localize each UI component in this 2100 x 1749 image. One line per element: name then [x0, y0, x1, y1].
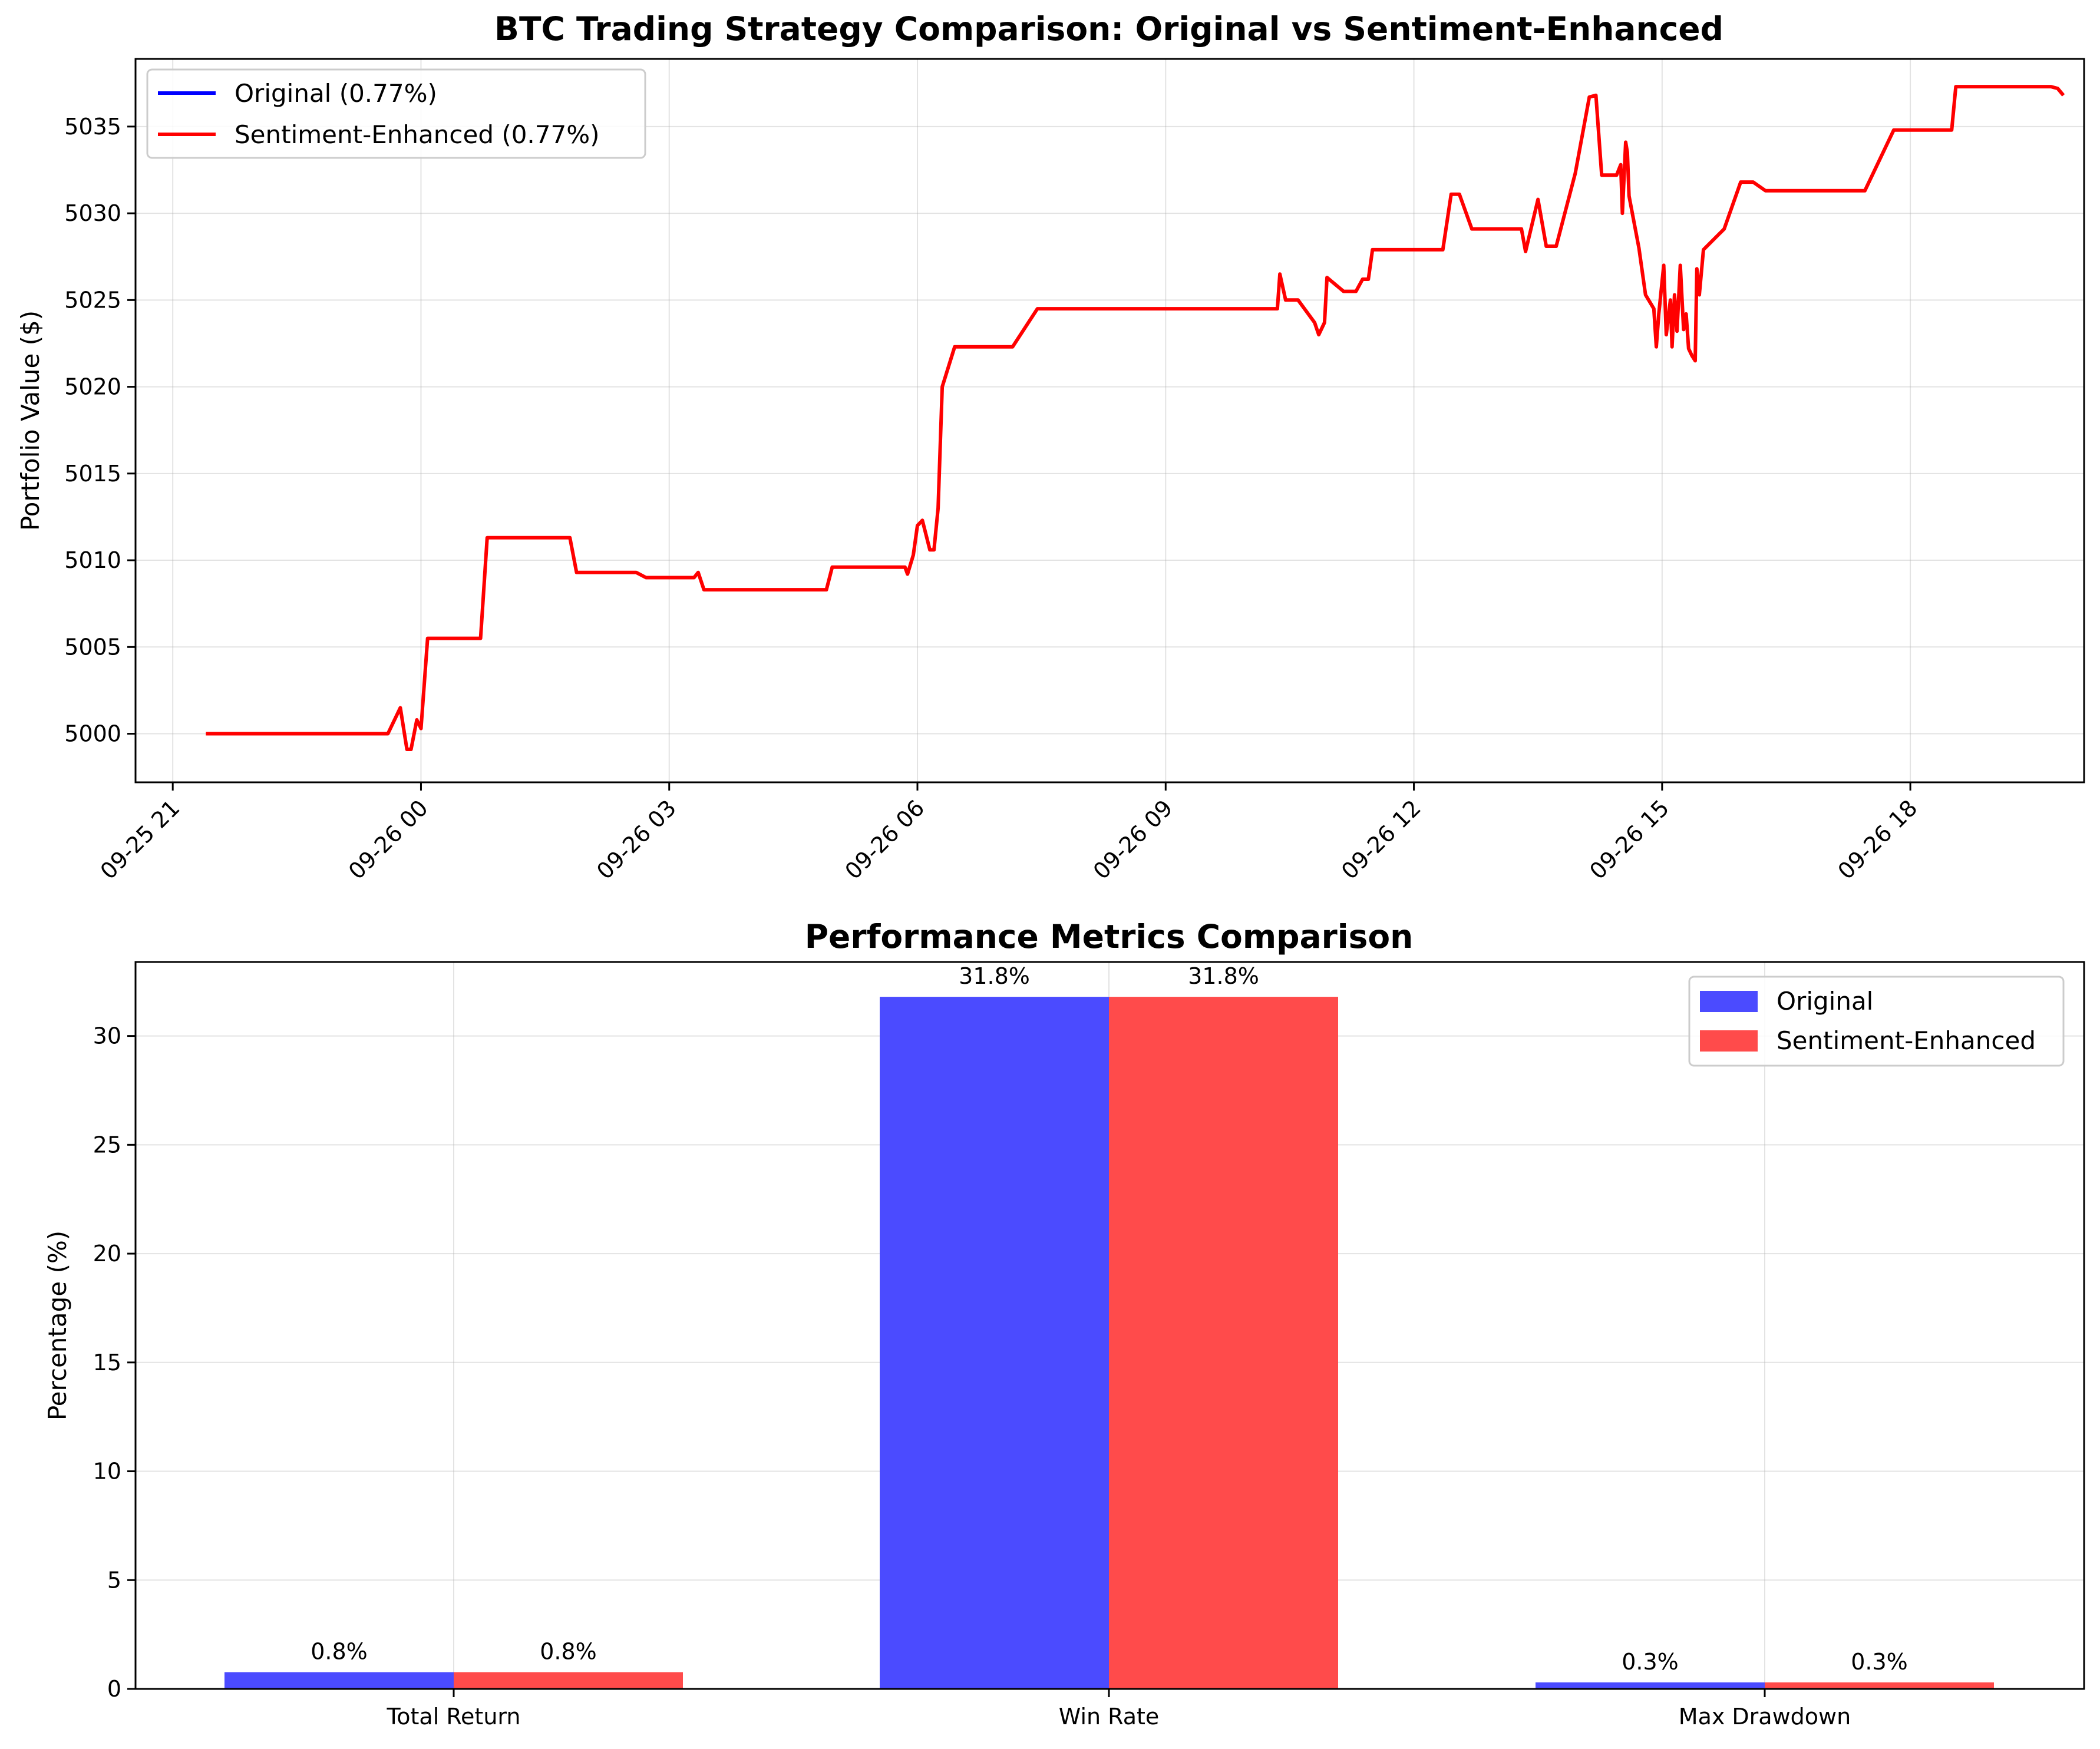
line-chart-title: BTC Trading Strategy Comparison: Origina…	[494, 10, 1723, 48]
bar-original	[880, 997, 1109, 1689]
line-chart-plot-area	[206, 85, 2065, 751]
bar-chart-y-axis-label: Percentage (%)	[43, 1231, 72, 1420]
x-tick-label: Win Rate	[1059, 1704, 1160, 1730]
line-chart-y-axis: 5000 5005 5010 5015 5020 5025 5030 5035	[64, 114, 136, 747]
y-tick-label: 5	[107, 1567, 121, 1593]
x-tick-label: Max Drawdown	[1679, 1704, 1851, 1730]
bar-value-label: 31.8%	[959, 963, 1030, 989]
line-chart-y-axis-label: Portfolio Value ($)	[16, 310, 45, 531]
bar-value-label: 0.8%	[540, 1639, 597, 1665]
bar-chart-plot-area: 0.8% 31.8% 0.3% 0.8% 31.8% 0.3%	[224, 963, 1994, 1689]
bar-chart-legend-box	[1688, 976, 2065, 1067]
line-chart-grid	[136, 59, 2084, 782]
bar-chart-x-axis: Total Return Win Rate Max Drawdown	[387, 1689, 1851, 1730]
y-tick-label: 0	[107, 1676, 121, 1702]
bar-original	[224, 1672, 454, 1689]
legend-label-sentiment-enhanced: Sentiment-Enhanced	[1777, 1026, 2036, 1055]
legend-label-original: Original (0.77%)	[235, 79, 437, 108]
bar-sentiment-enhanced	[1109, 997, 1338, 1689]
legend-label-original: Original	[1777, 987, 1873, 1016]
bar-value-label: 0.3%	[1851, 1649, 1908, 1675]
bar-sentiment-enhanced	[454, 1672, 683, 1689]
y-tick-label: 5015	[64, 461, 121, 487]
y-tick-label: 20	[93, 1241, 121, 1267]
x-tick-label: Total Return	[387, 1704, 521, 1730]
bar-original	[1536, 1682, 1765, 1689]
legend-swatch-original	[1700, 991, 1758, 1012]
legend-label-sentiment-enhanced: Sentiment-Enhanced (0.77%)	[235, 120, 600, 149]
y-tick-label: 5000	[64, 721, 121, 747]
y-tick-label: 30	[93, 1023, 121, 1049]
bar-value-label: 0.3%	[1622, 1649, 1679, 1675]
bar-sentiment-enhanced	[1765, 1682, 1994, 1689]
bar-value-label: 31.8%	[1188, 963, 1259, 989]
y-tick-label: 15	[93, 1350, 121, 1376]
y-tick-label: 5035	[64, 114, 121, 140]
bar-chart: Performance Metrics Comparison 0.8% 31.8%…	[43, 918, 2085, 1730]
y-tick-label: 5025	[64, 287, 121, 313]
line-chart-legend: Original (0.77%) Sentiment-Enhanced (0.7…	[146, 68, 646, 159]
legend-swatch-sentiment-enhanced	[1700, 1030, 1758, 1052]
bar-chart-legend: Original Sentiment-Enhanced	[1688, 976, 2065, 1067]
series-line-sentiment-enhanced	[206, 85, 2065, 751]
bar-chart-title: Performance Metrics Comparison	[805, 918, 1414, 955]
y-tick-label: 5030	[64, 200, 121, 226]
y-tick-label: 5005	[64, 634, 121, 660]
line-chart-frame	[134, 58, 2085, 783]
bar-chart-y-axis: 0 5 10 15 20 25 30	[93, 1023, 136, 1702]
bar-value-label: 0.8%	[311, 1639, 368, 1665]
y-tick-label: 10	[93, 1459, 121, 1484]
y-tick-label: 5010	[64, 547, 121, 573]
y-tick-label: 25	[93, 1132, 121, 1158]
y-tick-label: 5020	[64, 374, 121, 400]
line-chart-legend-box	[146, 68, 646, 159]
